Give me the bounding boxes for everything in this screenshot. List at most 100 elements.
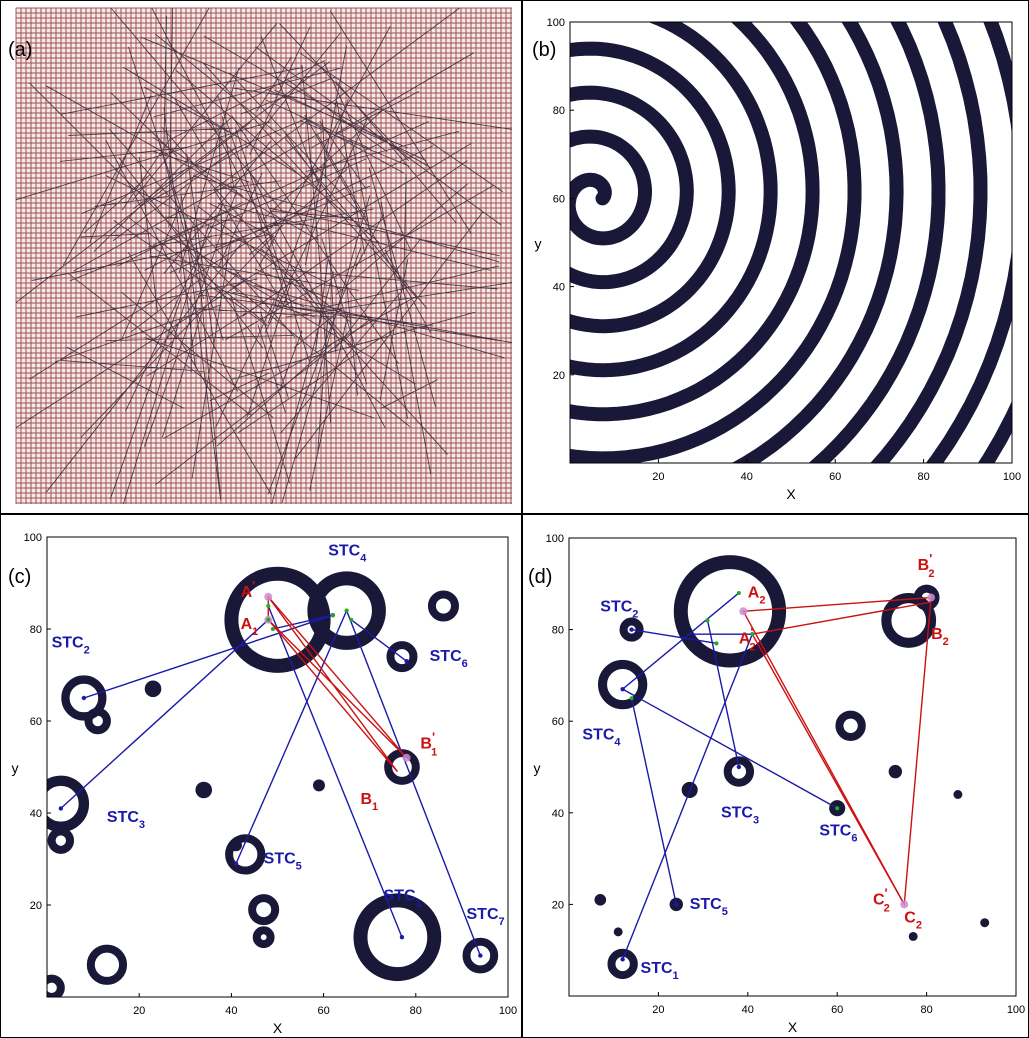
- defect-spot: [613, 927, 623, 937]
- link-marker: [714, 641, 719, 646]
- x-tick-label: 60: [829, 471, 841, 483]
- spiral-core-ring: [307, 571, 386, 650]
- spiral-wave: [570, 22, 1012, 463]
- x-tick-label: 20: [652, 471, 664, 483]
- spiral-core-ring: [913, 584, 940, 611]
- defect-spot: [980, 918, 990, 928]
- x-tick-label: 20: [133, 1005, 145, 1017]
- link-marker: [750, 632, 755, 637]
- spiral-core-ring: [61, 675, 107, 721]
- plot-area: [594, 555, 990, 980]
- stc-label: STC5: [264, 851, 302, 873]
- horizontal-divider: [0, 513, 1029, 515]
- plot-area: [47, 566, 499, 997]
- link-marker: [266, 617, 271, 622]
- tip-trace: [739, 607, 748, 616]
- stc-label: STC3: [721, 804, 759, 826]
- stc-link: [272, 614, 333, 630]
- x-tick-label: 80: [920, 1004, 932, 1016]
- tip-trace: [927, 593, 936, 602]
- stc-link: [630, 698, 677, 905]
- point-label: B1: [360, 791, 378, 813]
- spiral-core-ring: [224, 566, 331, 673]
- stc-point: [233, 861, 239, 866]
- link-marker: [330, 613, 335, 618]
- panel-label-c: (c): [8, 566, 31, 588]
- x-tick-label: 100: [1003, 471, 1021, 483]
- link-marker: [349, 617, 354, 622]
- y-axis-label: y: [535, 236, 542, 252]
- point-label: B' 1: [420, 730, 437, 759]
- x-axis-label: X: [788, 1019, 798, 1035]
- stc-point: [674, 902, 679, 907]
- spiral-core-ring: [619, 617, 644, 642]
- outer-border-left: [0, 0, 1, 1038]
- stc-point: [58, 806, 64, 811]
- stc-point: [736, 764, 742, 770]
- point-label: B' 2: [918, 551, 935, 580]
- stc-link: [60, 619, 269, 809]
- defect-spot: [230, 839, 243, 852]
- plot-frame: [568, 537, 1017, 997]
- plot-frame: [46, 536, 509, 998]
- red-edge: [751, 633, 905, 905]
- stc-label: STC6: [819, 823, 857, 845]
- stc-link: [345, 610, 481, 956]
- plot-frame: [569, 21, 1013, 464]
- stc-point: [629, 627, 634, 632]
- stc-label: STC7: [467, 906, 505, 928]
- link-marker: [736, 590, 741, 595]
- x-tick-label: 100: [1007, 1004, 1025, 1016]
- defect-spot: [195, 781, 213, 799]
- red-edge: [267, 619, 398, 773]
- defect-spot: [908, 931, 918, 941]
- spiral-core-ring: [47, 827, 75, 854]
- y-tick-label: 20: [552, 899, 564, 911]
- stc-link: [350, 619, 407, 662]
- link-marker: [266, 604, 271, 608]
- tip-trace: [264, 592, 273, 601]
- stc-label: STC2: [600, 598, 638, 620]
- y-tick-label: 40: [552, 808, 564, 820]
- y-tick-label: 60: [30, 716, 42, 728]
- defect-spot: [953, 790, 963, 799]
- panel-label-a: (a): [8, 39, 32, 61]
- spiral-core-ring: [723, 756, 755, 787]
- spiral-core-ring: [881, 593, 937, 648]
- stc-point: [620, 957, 625, 962]
- defect-spot: [144, 680, 162, 698]
- spiral-core-ring: [225, 834, 266, 875]
- defect-spot: [888, 764, 903, 779]
- x-tick-label: 40: [741, 471, 753, 483]
- stc-label: STC6: [430, 648, 468, 670]
- y-axis-label: y: [12, 760, 19, 776]
- red-triangle: [742, 596, 932, 907]
- y-tick-label: 80: [30, 624, 42, 636]
- spiral-core-ring: [86, 944, 128, 985]
- stc-link: [622, 592, 740, 690]
- spiral-core-ring: [47, 775, 90, 833]
- panel-c: 20 40 60 80 100 20 40 60 80 100 Xy STC1 STC2 STC3 STC4…: [8, 532, 517, 1036]
- link-marker: [705, 618, 710, 623]
- stc-link: [622, 688, 838, 809]
- point-label: C2: [904, 910, 922, 932]
- point-label: B2: [931, 626, 949, 648]
- stc-link: [267, 605, 403, 938]
- spiral-core-ring: [673, 555, 787, 668]
- spiral-core-ring: [427, 590, 459, 622]
- spiral-core-ring: [835, 710, 866, 741]
- vertical-divider: [521, 0, 523, 1038]
- y-tick-label: 100: [547, 17, 565, 29]
- stc-label: STC3: [107, 809, 145, 831]
- panel-d: 20 40 60 80 100 20 40 60 80 100 Xy STC1 STC2 STC3 STC4…: [528, 533, 1025, 1035]
- spiral-core-ring: [386, 641, 418, 673]
- x-tick-label: 20: [652, 1004, 664, 1016]
- stc-link: [621, 633, 753, 960]
- red-edge: [752, 601, 932, 635]
- point-label: A1: [241, 616, 259, 638]
- red-edge: [267, 596, 398, 773]
- defect-spot: [594, 894, 607, 906]
- x-tick-label: 80: [410, 1005, 422, 1017]
- stc-label: STC4: [328, 542, 367, 564]
- link-marker: [835, 806, 840, 811]
